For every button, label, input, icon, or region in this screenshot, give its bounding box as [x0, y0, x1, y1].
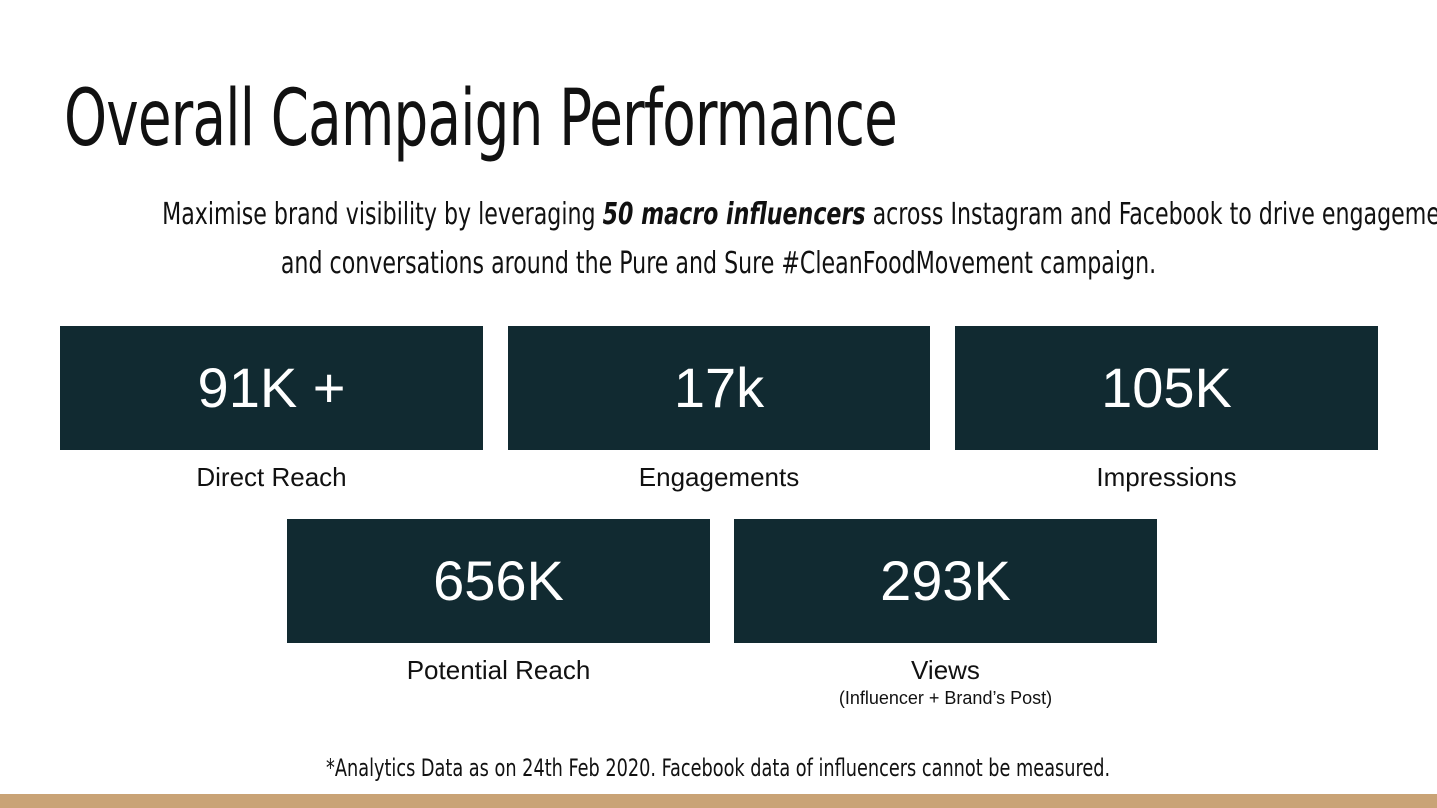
stat-box-engagements: 17k [508, 326, 930, 450]
stat-label-engagements: Engagements [638, 462, 800, 492]
stat-box-direct-reach: 91K + [60, 326, 483, 450]
description-emphasis: 50 macro influencers [602, 197, 866, 232]
description-text-start: Maximise brand visibility by leveraging [162, 197, 603, 232]
footnote-text: *Analytics Data as on 24th Feb 2020. Fac… [326, 754, 1111, 782]
description-text-end: across Instagram and Facebook to drive e… [865, 197, 1437, 232]
stat-label-direct-reach: Direct Reach [196, 462, 347, 492]
stat-box-potential-reach: 656K [287, 519, 710, 643]
stat-sublabel-views: (Influencer + Brand’s Post) [838, 688, 1053, 708]
stat-label-views: Views [911, 655, 980, 685]
analytics-footnote: *Analytics Data as on 24th Feb 2020. Fac… [0, 750, 1437, 786]
description-line-2: and conversations around the Pure and Su… [280, 246, 1157, 281]
stat-box-views: 293K [734, 519, 1157, 643]
page-title: Overall Campaign Performance [64, 74, 898, 164]
description-line-1: Maximise brand visibility by leveraging … [162, 190, 1437, 239]
stat-label-impressions: Impressions [1096, 462, 1237, 492]
stat-label-potential-reach: Potential Reach [406, 655, 591, 685]
stat-box-impressions: 105K [955, 326, 1378, 450]
campaign-description: Maximise brand visibility by leveraging … [40, 190, 1437, 288]
bottom-accent-bar [0, 794, 1437, 808]
